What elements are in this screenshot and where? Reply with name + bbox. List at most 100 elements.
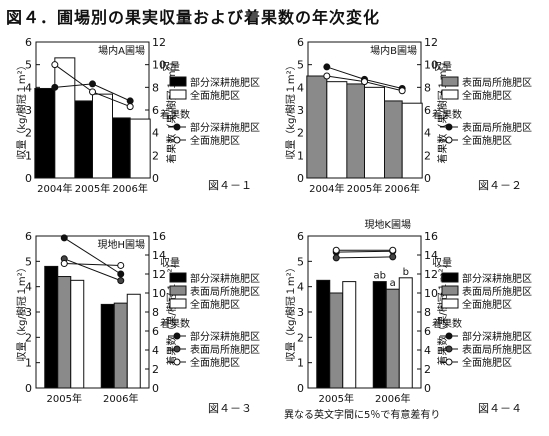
count-point: [323, 72, 331, 80]
y-tick-label: 1: [297, 357, 304, 370]
figure-caption: 図４－３: [208, 402, 252, 415]
y-tick-label: 3: [25, 306, 32, 319]
y-tick-label: 6: [297, 36, 304, 49]
y2-tick-label: 4: [152, 127, 159, 140]
bar: [126, 293, 141, 389]
legend-swatch: [441, 272, 459, 283]
y2-tick-label: 10: [424, 59, 438, 72]
legend-label: 表面局所施肥区: [190, 285, 260, 298]
figure-caption: 図４－４: [478, 402, 522, 415]
legend-heading-yield: 収量: [432, 257, 452, 269]
legend-label: 全面施肥区: [462, 298, 512, 311]
y2-tick-label: 4: [152, 344, 159, 357]
count-point: [389, 253, 397, 261]
legend-swatch: [441, 298, 459, 309]
y2-axis-title: 着果数（果/樹冠１m²）: [165, 258, 178, 365]
y2-tick-label: 14: [424, 249, 438, 262]
significance-letter: ab: [374, 271, 386, 282]
legend-swatch: [169, 272, 187, 283]
count-point: [60, 234, 68, 242]
y-tick-label: 5: [297, 255, 304, 268]
bar: [381, 100, 403, 179]
legend-label: 全面施肥区: [190, 356, 240, 369]
x-tick-label: 2006年: [112, 182, 147, 195]
y-tick-label: 1: [25, 357, 32, 370]
legend-heading-count: 着果数: [160, 317, 190, 330]
count-line: [336, 256, 393, 259]
legend-marker: [173, 123, 181, 131]
panel-title: 場内B圃場: [370, 44, 417, 57]
count-line: [63, 237, 122, 275]
count-point: [117, 261, 125, 269]
y2-tick-label: 6: [424, 325, 431, 338]
significance-letter: a: [390, 278, 396, 289]
legend-label: 部分深耕施肥区: [190, 272, 260, 285]
legend-heading-count: 着果数: [432, 108, 462, 121]
y2-tick-label: 10: [152, 287, 166, 300]
legend-label: 全面施肥区: [462, 134, 512, 147]
count-point: [89, 88, 96, 96]
bar: [129, 118, 151, 179]
y-tick-label: 2: [297, 127, 304, 140]
legend-marker: [445, 123, 453, 131]
y-tick-label: 0: [297, 382, 304, 395]
count-point: [60, 260, 68, 268]
bar: [329, 292, 344, 389]
bar: [34, 87, 56, 179]
legend-label: 部分深耕施肥区: [462, 272, 532, 285]
bar: [401, 102, 423, 179]
count-point: [89, 80, 96, 88]
y-tick-label: 4: [25, 281, 32, 294]
y-tick-label: 6: [297, 230, 304, 243]
y2-tick-label: 6: [152, 325, 159, 338]
legend-swatch: [169, 89, 187, 100]
bar: [113, 302, 128, 389]
legend-label: 表面局所施肥区: [462, 76, 532, 89]
legend-swatch: [169, 285, 187, 296]
panel-title: 現地K圃場: [364, 218, 411, 231]
x-tick-label: 2004年: [37, 182, 72, 195]
bar: [100, 303, 115, 389]
legend-heading-yield: 収量: [432, 61, 452, 73]
y2-tick-label: 8: [152, 81, 159, 94]
legend-label: 部分深耕施肥区: [190, 76, 260, 89]
y-tick-label: 3: [25, 104, 32, 117]
y-tick-label: 1: [297, 149, 304, 162]
bar: [92, 93, 113, 179]
y-axis-title: 収量（kg/樹冠１m²）: [15, 262, 28, 361]
y2-tick-label: 12: [152, 268, 166, 281]
bar: [344, 83, 365, 179]
count-point: [117, 277, 125, 285]
y2-tick-label: 6: [152, 104, 159, 117]
count-line: [64, 258, 121, 282]
legend-label: 全面施肥区: [462, 89, 512, 102]
y-tick-label: 2: [25, 331, 32, 344]
y2-tick-label: 2: [152, 149, 159, 162]
count-point: [323, 63, 331, 71]
y-tick-label: 6: [25, 230, 32, 243]
y-tick-label: 1: [25, 149, 32, 162]
y2-tick-label: 12: [424, 268, 438, 281]
legend-marker: [445, 345, 453, 353]
legend-heading-count: 着果数: [160, 108, 190, 121]
legend-swatch: [441, 285, 459, 296]
x-tick-label: 2005年: [75, 182, 110, 195]
bar: [306, 75, 328, 179]
bar: [316, 279, 331, 389]
x-tick-label: 2004年: [309, 182, 344, 195]
footnote: 異なる英文字間に5％で有意差有り: [284, 410, 441, 421]
y-tick-label: 5: [25, 59, 32, 72]
legend-marker: [173, 136, 181, 144]
y-tick-label: 0: [25, 172, 32, 185]
x-tick-label: 2005年: [319, 392, 354, 405]
legend-label: 全面施肥区: [462, 356, 512, 369]
x-tick-label: 2006年: [103, 392, 138, 405]
legend-marker: [173, 332, 181, 340]
y2-tick-label: 14: [152, 249, 166, 262]
legend-swatch: [169, 298, 187, 309]
legend-label: 全面施肥区: [190, 298, 240, 311]
y-tick-label: 3: [297, 306, 304, 319]
x-tick-label: 2005年: [47, 392, 82, 405]
legend-marker: [445, 332, 453, 340]
